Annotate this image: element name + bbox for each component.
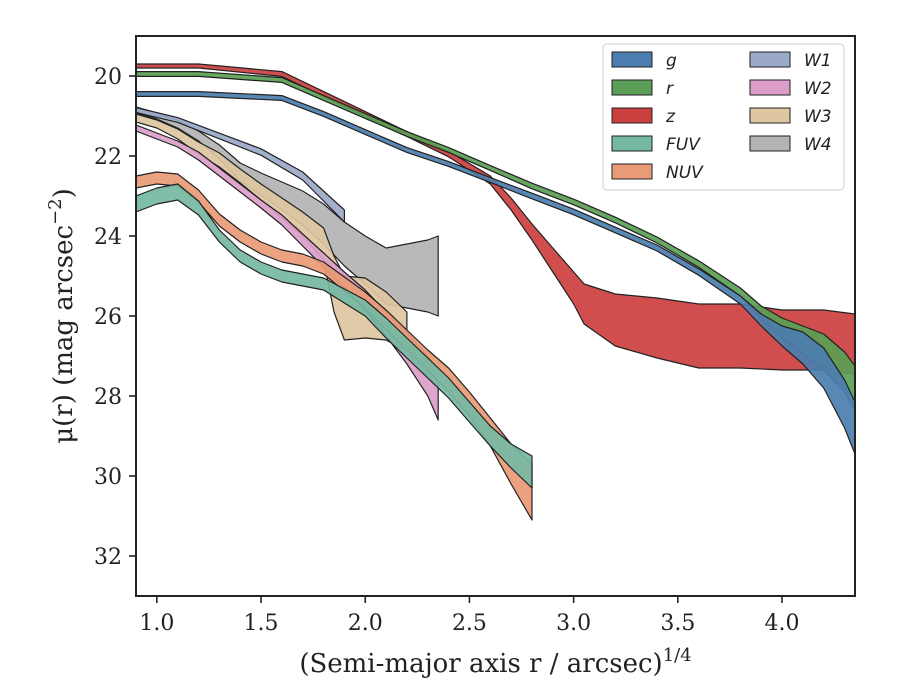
x-tick-label: 4.0 (765, 611, 800, 636)
band-w2 (136, 124, 439, 421)
legend-label-nuv: NUV (666, 163, 704, 183)
y-axis-title: μ(r) (mag arcsec−2) (45, 188, 79, 444)
y-tick-label: 32 (94, 545, 122, 570)
x-tick-label: 2.5 (452, 611, 487, 636)
legend-label-w4: W4 (804, 135, 832, 155)
x-tick-label: 1.5 (244, 611, 279, 636)
y-tick-label: 28 (94, 385, 122, 410)
y-tick-label: 20 (94, 65, 122, 90)
legend-swatch-fuv (611, 135, 653, 152)
legend-swatch-z (611, 107, 653, 124)
band-w1 (136, 106, 345, 223)
plot-area (136, 63, 855, 521)
legend: grz FUV NUV W1 W2 W3 W4 (602, 43, 845, 191)
legend-swatch-w2 (749, 79, 791, 96)
legend-label-fuv: FUV (666, 135, 701, 155)
legend-swatch-w1 (749, 51, 791, 68)
legend-label-g: g (666, 51, 677, 71)
y-tick-label: 22 (94, 145, 122, 170)
band-nuv (136, 171, 533, 521)
x-axis-title: (Semi-major axis r / arcsec)1/4 (299, 645, 691, 679)
legend-swatch-r (611, 79, 653, 96)
band-r (136, 70, 855, 411)
legend-label-z: z (665, 107, 676, 127)
band-fuv (136, 183, 533, 489)
x-tick-label: 2.0 (348, 611, 383, 636)
legend-swatch-w3 (749, 107, 791, 124)
legend-label-w1: W1 (804, 51, 832, 71)
band-g (136, 90, 855, 455)
legend-swatch-nuv (611, 163, 653, 180)
legend-label-w3: W3 (804, 107, 832, 127)
legend-label-w2: W2 (804, 79, 832, 99)
legend-swatch-w4 (749, 135, 791, 152)
legend-label-r: r (666, 79, 674, 99)
x-tick-label: 3.0 (556, 611, 591, 636)
axes: 1.0 1.5 2.0 2.5 3.0 3.5 4.0 20 22 24 26 28 30 32 (Semi… (45, 35, 856, 679)
y-tick-label: 24 (94, 225, 122, 250)
x-tick-label: 1.0 (139, 611, 174, 636)
legend-swatch-g (611, 51, 653, 68)
x-tick-label: 3.5 (660, 611, 695, 636)
y-tick-label: 26 (94, 305, 122, 330)
y-tick-label: 30 (94, 465, 122, 490)
